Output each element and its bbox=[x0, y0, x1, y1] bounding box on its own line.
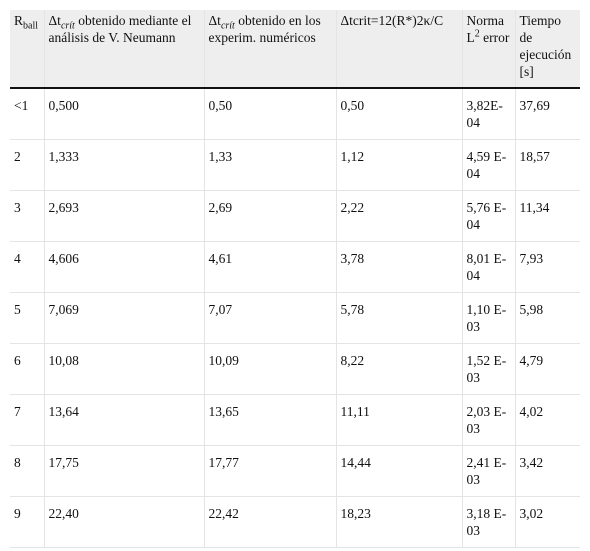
table-row: 5 7,069 7,07 5,78 1,10 E-03 5,98 bbox=[10, 292, 580, 344]
header-text: Tiempo de ejecución [s] bbox=[519, 13, 572, 79]
table-cell: 0,500 bbox=[44, 88, 205, 140]
table-cell: 22,42 bbox=[204, 496, 337, 548]
table-cell: 5,78 bbox=[336, 292, 463, 344]
header-cell: Δtcrit=12(R*)2κ/C bbox=[336, 10, 463, 89]
table-cell: 4,61 bbox=[204, 241, 337, 293]
table-cell: 5,98 bbox=[515, 292, 580, 344]
table-cell: 7,07 bbox=[204, 292, 337, 344]
table-cell: 0,50 bbox=[336, 88, 463, 140]
table-row: 8 17,75 17,77 14,44 2,41 E-03 3,42 bbox=[10, 445, 580, 497]
table-cell: 1,10 E-03 bbox=[462, 292, 516, 344]
table-cell: 1,333 bbox=[44, 139, 205, 191]
table-cell: 5,76 E-04 bbox=[462, 190, 516, 242]
table-cell: 11,34 bbox=[515, 190, 580, 242]
data-table: Rball Δtcrít obtenido mediante el análisi… bbox=[10, 10, 580, 548]
table-header: Rball Δtcrít obtenido mediante el análisi… bbox=[10, 10, 580, 89]
table-row: 7 13,64 13,65 11,11 2,03 E-03 4,02 bbox=[10, 394, 580, 446]
header-text: error bbox=[479, 30, 510, 45]
table-cell: 10,08 bbox=[44, 343, 205, 395]
table-cell: 6 bbox=[10, 343, 45, 395]
table-row: 6 10,08 10,09 8,22 1,52 E-03 4,79 bbox=[10, 343, 580, 395]
header-row: Rball Δtcrít obtenido mediante el análisi… bbox=[10, 10, 580, 89]
table-cell: 8 bbox=[10, 445, 45, 497]
table-cell: 13,65 bbox=[204, 394, 337, 446]
table-cell: 4,79 bbox=[515, 343, 580, 395]
table-row: 3 2,693 2,69 2,22 5,76 E-04 11,34 bbox=[10, 190, 580, 242]
table-cell: 2,03 E-03 bbox=[462, 394, 516, 446]
header-text: R bbox=[14, 13, 24, 28]
header-subscript: crít bbox=[220, 20, 235, 32]
table-row: 4 4,606 4,61 3,78 8,01 E-04 7,93 bbox=[10, 241, 580, 293]
table-body: <1 0,500 0,50 0,50 3,82E-04 37,69 2 1,333 1,33 1,… bbox=[10, 88, 580, 548]
table-cell: 8,22 bbox=[336, 343, 463, 395]
table-cell: 1,52 E-03 bbox=[462, 343, 516, 395]
header-cell: Rball bbox=[10, 10, 45, 89]
table-cell: 17,77 bbox=[204, 445, 337, 497]
header-cell: Tiempo de ejecución [s] bbox=[515, 10, 580, 89]
header-subscript: ball bbox=[23, 20, 39, 32]
table-cell: 2,69 bbox=[204, 190, 337, 242]
table-cell: 0,50 bbox=[204, 88, 337, 140]
table-cell: 18,23 bbox=[336, 496, 463, 548]
table-cell: 2,41 E-03 bbox=[462, 445, 516, 497]
table-cell: 1,12 bbox=[336, 139, 463, 191]
table-cell: 8,01 E-04 bbox=[462, 241, 516, 293]
table-cell: 2 bbox=[10, 139, 45, 191]
table-cell: 3,18 E-03 bbox=[462, 496, 516, 548]
header-text: obtenido en los experim. numéricos bbox=[208, 13, 321, 45]
table-row: 9 22,40 22,42 18,23 3,18 E-03 3,02 bbox=[10, 496, 580, 548]
header-text: Δt bbox=[208, 13, 221, 28]
table-cell: 37,69 bbox=[515, 88, 580, 140]
table-cell: 13,64 bbox=[44, 394, 205, 446]
table-cell: <1 bbox=[10, 88, 45, 140]
table-cell: 22,40 bbox=[44, 496, 205, 548]
header-text: Δt bbox=[48, 13, 61, 28]
header-cell: Norma L2 error bbox=[462, 10, 516, 89]
table-cell: 4,02 bbox=[515, 394, 580, 446]
header-text: obtenido mediante el análisis de V. Neum… bbox=[48, 13, 192, 45]
table-cell: 2,693 bbox=[44, 190, 205, 242]
table-cell: 7,069 bbox=[44, 292, 205, 344]
header-text: Δtcrit=12(R*)2κ/C bbox=[340, 13, 444, 28]
table-cell: 14,44 bbox=[336, 445, 463, 497]
table-cell: 3,02 bbox=[515, 496, 580, 548]
table-cell: 4,606 bbox=[44, 241, 205, 293]
header-superscript: 2 bbox=[474, 28, 480, 40]
table-row: 2 1,333 1,33 1,12 4,59 E-04 18,57 bbox=[10, 139, 580, 191]
table-cell: 1,33 bbox=[204, 139, 337, 191]
table-cell: 17,75 bbox=[44, 445, 205, 497]
table-cell: 7 bbox=[10, 394, 45, 446]
header-text: Norma L bbox=[466, 13, 505, 45]
header-cell: Δtcrít obtenido en los experim. numérico… bbox=[204, 10, 337, 89]
table-cell: 3,42 bbox=[515, 445, 580, 497]
table-cell: 18,57 bbox=[515, 139, 580, 191]
table-cell: 3,78 bbox=[336, 241, 463, 293]
table-cell: 2,22 bbox=[336, 190, 463, 242]
header-subscript: crít bbox=[60, 20, 75, 32]
table-cell: 9 bbox=[10, 496, 45, 548]
table-cell: 3 bbox=[10, 190, 45, 242]
table-cell: 5 bbox=[10, 292, 45, 344]
table-cell: 4,59 E-04 bbox=[462, 139, 516, 191]
header-cell: Δtcrít obtenido mediante el análisis de … bbox=[44, 10, 205, 89]
table-cell: 7,93 bbox=[515, 241, 580, 293]
table-cell: 4 bbox=[10, 241, 45, 293]
table-cell: 10,09 bbox=[204, 343, 337, 395]
table-cell: 3,82E-04 bbox=[462, 88, 516, 140]
table-row: <1 0,500 0,50 0,50 3,82E-04 37,69 bbox=[10, 88, 580, 140]
table-cell: 11,11 bbox=[336, 394, 463, 446]
